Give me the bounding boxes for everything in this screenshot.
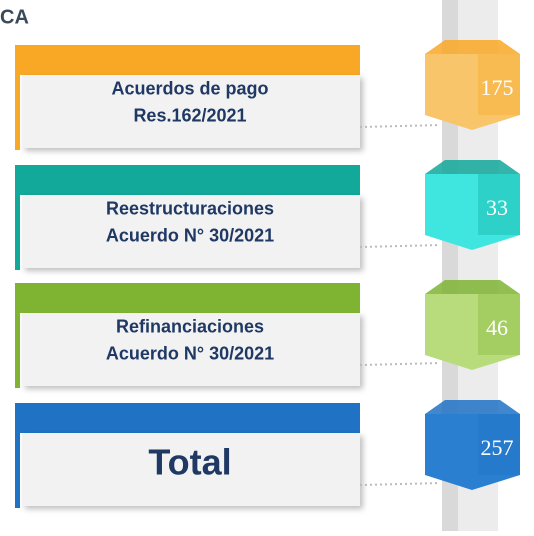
panel-label: Reestructuraciones — [106, 198, 274, 218]
cube-side — [478, 54, 520, 115]
connector — [359, 244, 441, 248]
panel — [22, 313, 360, 386]
panel-left-bar — [15, 403, 20, 508]
panel-label: Acuerdo N° 30/2021 — [106, 343, 274, 363]
connector — [359, 362, 441, 366]
panel-label: Refinanciaciones — [116, 316, 264, 336]
cube-top — [425, 400, 520, 414]
panel-top-bar — [20, 45, 360, 75]
value: 175 — [481, 75, 514, 100]
panel — [22, 75, 360, 148]
cube-side — [478, 294, 520, 355]
value: 46 — [486, 315, 508, 340]
panel-left-bar — [15, 283, 20, 388]
cube-top — [425, 40, 520, 54]
cube-side — [478, 174, 520, 235]
panel-left-bar — [15, 45, 20, 150]
connector — [359, 482, 441, 486]
panel-label: Acuerdo N° 30/2021 — [106, 225, 274, 245]
value: 257 — [481, 435, 514, 460]
panel-label: Acuerdos de pago — [111, 78, 268, 98]
cube-top — [425, 160, 520, 174]
panel — [22, 433, 360, 506]
cube-front — [425, 414, 520, 490]
cube-front — [425, 54, 520, 130]
cube-top — [425, 280, 520, 294]
panel — [22, 195, 360, 268]
cube-side — [478, 414, 520, 475]
panel-top-bar — [20, 283, 360, 313]
cube-front — [425, 174, 520, 250]
cube-front — [425, 294, 520, 370]
panel-top-bar — [20, 165, 360, 195]
panel-label: Total — [148, 442, 231, 483]
value: 33 — [486, 195, 508, 220]
title: CA — [0, 6, 29, 28]
panel-label: Res.162/2021 — [133, 105, 246, 125]
connector — [359, 124, 441, 128]
panel-top-bar — [20, 403, 360, 433]
panel-left-bar — [15, 165, 20, 270]
